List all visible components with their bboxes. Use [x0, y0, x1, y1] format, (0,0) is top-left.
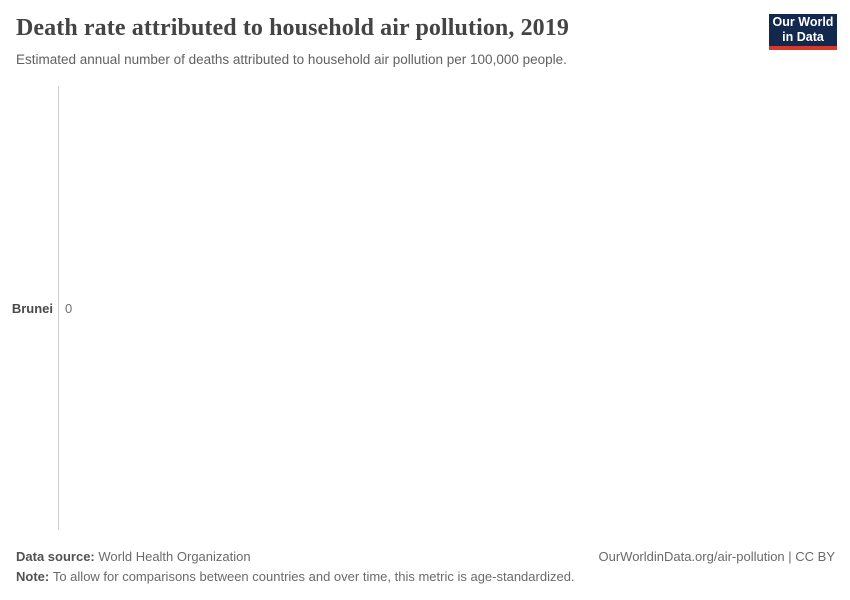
owid-logo[interactable]: Our World in Data [769, 14, 837, 50]
owid-logo-line2: in Data [782, 30, 824, 44]
owid-logo-line1: Our World [772, 15, 834, 29]
page-title: Death rate attributed to household air p… [16, 15, 569, 41]
data-source-text: World Health Organization [98, 549, 251, 564]
note-label: Note: [16, 569, 53, 584]
attribution-text: OurWorldinData.org/air-pollution | CC BY [598, 549, 835, 564]
bar-row-brunei[interactable]: Brunei 0 [0, 300, 850, 318]
entity-label: Brunei [11, 301, 53, 316]
data-source-line: Data source: World Health Organization [16, 549, 251, 564]
y-axis-line [58, 86, 59, 530]
value-label: 0 [65, 301, 73, 316]
chart-subtitle: Estimated annual number of deaths attrib… [16, 52, 567, 67]
note-text: To allow for comparisons between countri… [52, 569, 575, 584]
data-source-label: Data source: [16, 549, 99, 564]
note-line: Note: To allow for comparisons between c… [16, 569, 575, 584]
